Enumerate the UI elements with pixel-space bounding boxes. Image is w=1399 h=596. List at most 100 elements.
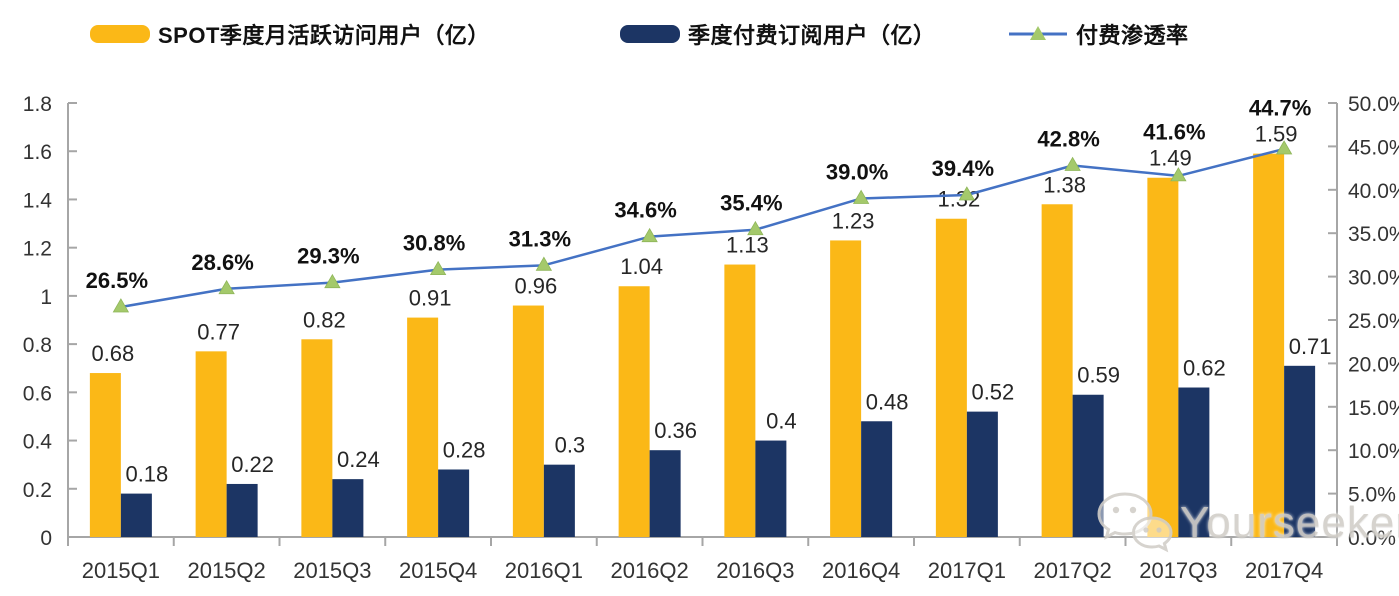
rate-marker-2017Q2 [1064, 156, 1081, 171]
rate-marker-2015Q4 [429, 260, 447, 276]
left-axis-tick-label: 1 [40, 286, 52, 309]
paid-value-label-2016Q1: 0.3 [555, 433, 586, 458]
rate-marker-2017Q1 [958, 186, 976, 201]
mau-value-label-2016Q1: 0.96 [514, 274, 557, 299]
paid-bar-2015Q4 [438, 469, 470, 537]
paid-value-label-2015Q3: 0.24 [337, 447, 380, 472]
penetration-rate-line [120, 147, 1285, 309]
left-axis-tick-label: 0.6 [23, 382, 52, 405]
paid-bar-2017Q2 [1072, 394, 1104, 537]
x-axis-category-label: 2017Q3 [1139, 558, 1217, 583]
rate-value-label-2016Q4: 39.0% [826, 159, 888, 184]
left-axis-tick-label: 1.4 [23, 189, 53, 212]
right-axis-tick-label: 5.0% [1348, 484, 1396, 507]
mau-bar-2015Q4 [407, 317, 439, 537]
mau-value-label-2016Q3: 1.13 [726, 233, 769, 258]
paid-value-label-2016Q3: 0.4 [766, 409, 797, 434]
rate-value-label-2015Q3: 29.3% [297, 244, 359, 269]
rate-value-label-2016Q1: 31.3% [509, 226, 571, 251]
paid-value-label-2017Q2: 0.59 [1077, 363, 1120, 388]
paid-value-label-2015Q1: 0.18 [125, 462, 168, 487]
x-axis-category-label: 2016Q2 [610, 558, 688, 583]
paid-bar-2016Q3 [755, 440, 787, 537]
mau-value-label-2016Q2: 1.04 [620, 254, 663, 279]
right-axis-tick-label: 25.0% [1348, 310, 1399, 333]
rate-marker-2016Q1 [535, 256, 553, 271]
rate-value-label-2015Q1: 26.5% [86, 268, 148, 293]
mau-bar-2016Q1 [512, 305, 544, 537]
paid-bar-2017Q1 [966, 411, 998, 537]
left-axis-tick-label: 0.8 [23, 334, 52, 357]
rate-marker-2017Q3 [1170, 167, 1187, 182]
right-axis-tick-label: 15.0% [1348, 397, 1399, 420]
mau-bar-2015Q1 [89, 373, 121, 537]
mau-value-label-2015Q2: 0.77 [197, 319, 240, 344]
x-axis-category-label: 2015Q1 [82, 558, 160, 583]
mau-bar-2017Q4 [1253, 153, 1285, 537]
paid-bar-2016Q2 [649, 450, 681, 537]
left-axis-tick-label: 1.2 [23, 238, 52, 261]
left-axis-tick-label: 1.8 [23, 93, 52, 116]
mau-bar-2016Q2 [618, 286, 650, 537]
paid-value-label-2016Q2: 0.36 [654, 418, 697, 443]
right-axis-tick-label: 30.0% [1348, 267, 1399, 290]
x-axis-category-label: 2017Q4 [1245, 558, 1323, 583]
mau-bar-2017Q1 [935, 218, 967, 537]
mau-value-label-2017Q2: 1.38 [1043, 172, 1086, 197]
rate-marker-2015Q3 [324, 273, 341, 289]
chart-legend: SPOT季度月活跃访问用户（亿） 季度付费订阅用户（亿） 付费渗透率 [0, 0, 1399, 60]
x-axis-category-label: 2015Q4 [399, 558, 477, 583]
left-axis-tick-label: 0.2 [23, 479, 52, 502]
rate-value-label-2015Q2: 28.6% [191, 250, 253, 275]
mau-bar-2016Q4 [830, 240, 862, 537]
paid-value-label-2017Q3: 0.62 [1183, 356, 1226, 381]
right-axis-tick-label: 40.0% [1348, 180, 1399, 203]
x-axis-category-label: 2015Q2 [187, 558, 265, 583]
left-axis-tick-label: 1.6 [23, 141, 52, 164]
rate-marker-2016Q4 [852, 189, 870, 204]
rate-value-label-2015Q4: 30.8% [403, 231, 465, 256]
paid-bar-2015Q1 [120, 493, 152, 537]
rate-value-label-2017Q2: 42.8% [1037, 126, 1099, 151]
legend-item-paid: 季度付费订阅用户（亿） [620, 18, 936, 50]
mau-bar-2015Q2 [195, 351, 227, 537]
x-axis-category-label: 2017Q1 [928, 558, 1006, 583]
x-axis-category-label: 2016Q4 [822, 558, 900, 583]
mau-value-label-2015Q1: 0.68 [91, 341, 134, 366]
mau-value-label-2017Q4: 1.59 [1255, 122, 1298, 147]
left-axis-tick-label: 0 [40, 527, 52, 550]
right-axis-tick-label: 45.0% [1348, 136, 1399, 159]
legend-swatch-mau-bar [90, 25, 150, 43]
legend-item-rate: 付费渗透率 [1008, 18, 1189, 50]
left-axis-tick-label: 0.4 [23, 431, 53, 454]
paid-bar-2015Q2 [226, 483, 258, 537]
legend-label-mau: SPOT季度月活跃访问用户（亿） [158, 23, 490, 48]
legend-line-marker-icon [1009, 26, 1067, 40]
rate-marker-2016Q3 [747, 220, 764, 236]
x-axis-category-label: 2015Q3 [293, 558, 371, 583]
mau-value-label-2015Q4: 0.91 [409, 286, 452, 311]
legend-label-paid: 季度付费订阅用户（亿） [688, 23, 936, 48]
paid-bar-2016Q4 [861, 421, 893, 537]
right-axis-tick-label: 0.0% [1348, 527, 1396, 550]
x-axis-category-label: 2017Q2 [1033, 558, 1111, 583]
right-axis-tick-label: 20.0% [1348, 353, 1399, 376]
rate-marker-2016Q2 [641, 227, 658, 243]
paid-bar-2017Q3 [1178, 387, 1210, 537]
right-axis-tick-label: 10.0% [1348, 440, 1399, 463]
mau-bar-2017Q3 [1147, 177, 1179, 537]
rate-value-label-2016Q2: 34.6% [614, 198, 676, 223]
paid-value-label-2017Q4: 0.71 [1289, 334, 1332, 359]
legend-label-rate: 付费渗透率 [1076, 23, 1189, 48]
paid-bar-2016Q1 [543, 464, 575, 537]
paid-value-label-2015Q2: 0.22 [231, 452, 274, 477]
x-axis-category-label: 2016Q1 [505, 558, 583, 583]
rate-marker-2017Q4 [1275, 140, 1293, 155]
paid-bar-2017Q4 [1284, 365, 1316, 537]
mau-value-label-2015Q3: 0.82 [303, 307, 346, 332]
right-axis-tick-label: 35.0% [1348, 223, 1399, 246]
paid-bar-2015Q3 [332, 479, 364, 537]
mau-bar-2016Q3 [724, 264, 756, 537]
